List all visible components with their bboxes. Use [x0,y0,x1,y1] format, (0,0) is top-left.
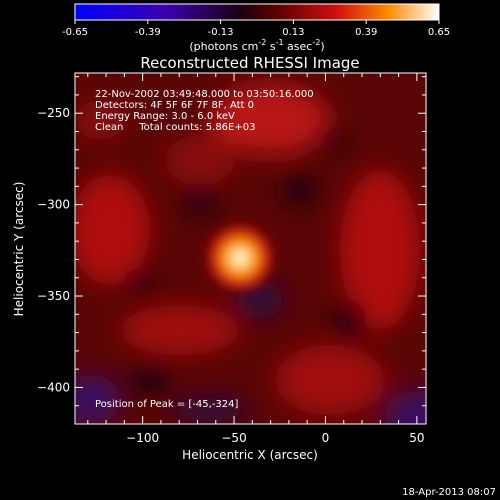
colorbar-tick-label: 0.65 [428,27,450,38]
x-axis: −100 −50 0 50 [87,73,425,445]
x-tick-label: −50 [221,431,246,445]
annotation-line: Energy Range: 3.0 - 6.0 keV [95,111,235,122]
colorbar [74,3,440,21]
colorbar-ticks: -0.65 -0.39 -0.13 0.13 0.39 0.65 [62,20,450,38]
x-tick-label: 0 [322,431,330,445]
heatmap-image [75,73,426,424]
annotation-line: Clean Total counts: 5.86E+03 [95,122,255,133]
plot-frame [74,72,427,425]
y-axis: −250 −300 −350 −400 [37,76,426,407]
y-tick-label: −400 [37,380,70,394]
x-tick-label: 50 [409,431,424,445]
colorbar-tick-label: -0.13 [208,27,234,38]
annotations: 22-Nov-2002 03:49:48.000 to 03:50:16.000… [95,89,314,133]
y-tick-label: −250 [37,106,70,120]
annotation-line: 22-Nov-2002 03:49:48.000 to 03:50:16.000 [95,89,314,100]
timestamp: 18-Apr-2013 08:07 [402,487,496,498]
colorbar-units: (photons cm-2 s-1 asec-2) [189,38,324,53]
y-axis-label: Heliocentric Y (arcsec) [12,182,26,317]
annotation-line: Detectors: 4F 5F 6F 7F 8F, Att 0 [95,100,254,111]
colorbar-tick-label: 0.39 [355,27,377,38]
y-tick-label: −350 [37,289,70,303]
colorbar-tick-label: -0.65 [62,27,88,38]
peak-position-label: Position of Peak = [-45,-324] [95,399,239,410]
chart-title: Reconstructed RHESSI Image [140,54,359,72]
x-tick-label: −100 [126,431,159,445]
colorbar-tick-label: -0.39 [135,27,161,38]
y-tick-label: −300 [37,198,70,212]
peak-source [208,226,272,290]
colorbar-tick-label: 0.13 [282,27,304,38]
x-axis-label: Heliocentric X (arcsec) [182,448,318,462]
